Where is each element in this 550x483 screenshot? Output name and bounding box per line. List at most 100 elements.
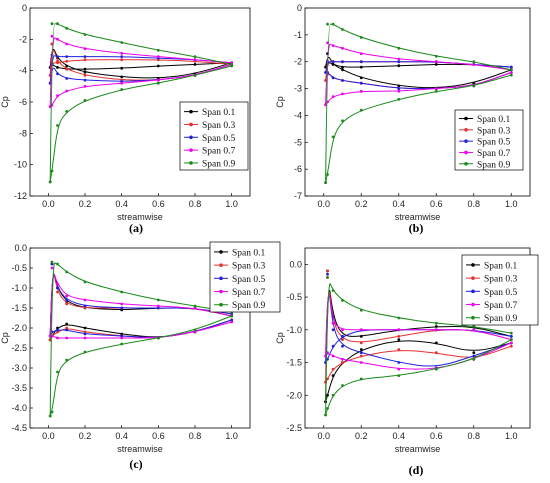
y-tick-label: -5 xyxy=(294,137,302,147)
series-point xyxy=(359,308,363,312)
series-point xyxy=(331,344,335,348)
series-point xyxy=(341,46,344,50)
series-point xyxy=(434,60,438,64)
y-axis-label: Cp xyxy=(0,332,10,344)
series-line-lower xyxy=(50,321,232,339)
series-point xyxy=(359,341,363,345)
legend-label: Span 0.9 xyxy=(202,159,236,169)
x-axis-label: streamwise xyxy=(395,444,441,454)
legend-marker xyxy=(464,150,468,155)
legend-marker xyxy=(464,116,468,121)
series-point xyxy=(56,286,59,290)
series-point xyxy=(434,328,438,332)
y-tick-label: -1.0 xyxy=(286,325,302,335)
series-point xyxy=(193,58,197,62)
series-point xyxy=(509,73,513,77)
series-point xyxy=(156,336,160,340)
legend-label: Span 0.1 xyxy=(477,115,511,125)
y-tick-label: -4.5 xyxy=(11,423,27,433)
series-point xyxy=(193,328,197,332)
series-point xyxy=(120,332,124,336)
series-point xyxy=(324,181,327,185)
series-point xyxy=(230,314,234,318)
legend-marker xyxy=(471,263,475,267)
series-point xyxy=(65,110,69,113)
series-line-lower xyxy=(325,340,512,402)
legend-marker xyxy=(189,122,193,127)
series-point xyxy=(120,334,124,338)
series-point xyxy=(56,282,59,286)
series-point xyxy=(509,341,513,345)
x-tick-label: 0.2 xyxy=(79,199,92,209)
series-point xyxy=(359,108,363,112)
series-point xyxy=(341,338,344,341)
x-axis-label: streamwise xyxy=(117,212,163,222)
series-point xyxy=(120,75,124,79)
y-tick-label: -6 xyxy=(19,97,27,107)
y-tick-label: -2 xyxy=(19,34,27,44)
series-line-upper xyxy=(325,62,512,68)
series-point xyxy=(120,308,124,312)
legend-marker xyxy=(219,250,223,254)
series-point xyxy=(341,335,344,338)
series-point xyxy=(65,42,69,46)
series-point xyxy=(397,374,401,377)
y-tick-label: -1.5 xyxy=(286,358,302,368)
series-point xyxy=(359,89,363,93)
legend-label: Span 0.5 xyxy=(484,288,518,298)
y-tick-label: -2.0 xyxy=(11,323,27,333)
series-point xyxy=(56,330,59,334)
series-line-lower xyxy=(49,65,232,182)
series-point xyxy=(341,384,344,387)
series-point xyxy=(65,27,69,30)
series-point xyxy=(56,336,59,340)
series-point xyxy=(83,78,87,82)
x-tick-label: 1.0 xyxy=(225,431,238,441)
series-point xyxy=(341,328,344,332)
series-point xyxy=(397,60,401,64)
series-point xyxy=(472,84,476,88)
series-point xyxy=(56,290,59,294)
panel-label: (d) xyxy=(409,463,424,477)
y-tick-label: -2 xyxy=(294,57,302,67)
series-point xyxy=(65,55,69,58)
series-point xyxy=(331,328,335,332)
x-tick-label: 0.6 xyxy=(152,199,165,209)
series-point xyxy=(120,290,124,294)
series-line-lower xyxy=(325,74,512,183)
series-point xyxy=(120,55,124,58)
series-point xyxy=(56,66,59,69)
series-point xyxy=(397,348,401,351)
series-line-lower xyxy=(49,63,232,108)
series-point xyxy=(83,350,87,354)
series-line-upper xyxy=(49,37,232,107)
series-point xyxy=(193,55,197,58)
series-point xyxy=(230,64,234,68)
series-point xyxy=(331,95,335,98)
y-tick-label: 0.0 xyxy=(14,243,27,253)
y-axis-label: Cp xyxy=(275,332,285,344)
y-tick-label: -12 xyxy=(14,191,27,201)
series-point xyxy=(50,260,54,264)
series-point xyxy=(434,325,438,328)
legend-label: Span 0.5 xyxy=(232,275,266,285)
y-tick-label: -8 xyxy=(19,128,27,138)
panel-label: (a) xyxy=(129,221,143,235)
x-tick-label: 0.2 xyxy=(355,199,368,209)
series-point xyxy=(359,81,363,85)
series-point xyxy=(434,54,438,58)
y-axis-label: Cp xyxy=(275,96,285,108)
series-point xyxy=(193,74,197,77)
x-tick-label: 0.0 xyxy=(317,199,330,209)
x-tick-label: 1.0 xyxy=(505,199,518,209)
series-point xyxy=(509,68,513,72)
x-tick-label: 0.4 xyxy=(115,199,128,209)
legend-marker xyxy=(471,276,475,280)
series-point xyxy=(156,306,160,310)
series-point xyxy=(156,78,160,82)
series-point xyxy=(65,328,69,332)
series-point xyxy=(65,270,69,274)
series-point xyxy=(156,81,160,85)
series-point xyxy=(56,262,59,266)
x-tick-label: 0.0 xyxy=(317,431,330,441)
